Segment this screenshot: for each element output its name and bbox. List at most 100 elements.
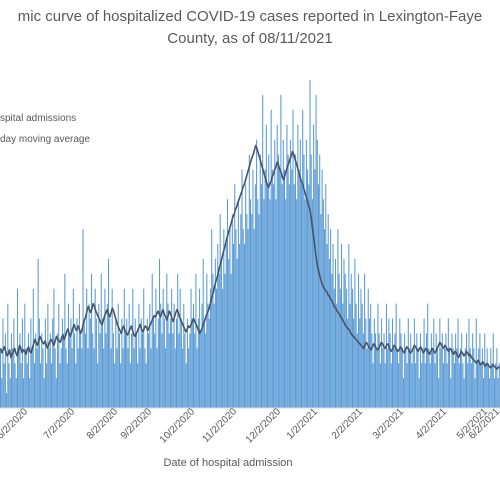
bar-348 (422, 348, 424, 408)
bar-2 (2, 318, 4, 408)
bar-286 (347, 318, 349, 408)
bar-71 (86, 288, 88, 408)
bar-298 (361, 303, 363, 408)
bar-122 (148, 333, 150, 408)
bar-233 (282, 139, 284, 408)
bar-22 (26, 363, 28, 408)
bar-13 (15, 378, 17, 408)
bar-264 (320, 214, 322, 408)
bar-70 (84, 333, 87, 408)
bar-285 (345, 288, 347, 408)
bar-390 (473, 348, 475, 408)
bar-3 (3, 363, 5, 408)
bar-89 (108, 258, 110, 408)
bar-116 (140, 318, 142, 408)
bar-245 (297, 124, 299, 408)
bar-378 (458, 363, 460, 408)
bar-160 (194, 333, 196, 408)
bar-367 (445, 333, 447, 408)
bar-112 (135, 333, 137, 408)
bar-143 (173, 303, 175, 408)
bar-86 (104, 288, 106, 408)
legend-entry-moving-average: day moving average (0, 134, 90, 145)
bar-258 (313, 124, 315, 408)
bar-262 (317, 184, 320, 408)
bar-199 (241, 169, 243, 408)
bar-203 (246, 214, 248, 408)
bar-204 (247, 229, 249, 408)
bar-74 (89, 318, 91, 408)
bar-14 (16, 288, 19, 408)
bar-393 (476, 363, 478, 408)
bar-94 (114, 363, 116, 408)
bar-395 (479, 333, 481, 408)
bar-49 (59, 363, 61, 408)
bar-78 (94, 288, 96, 408)
bar-196 (237, 199, 239, 408)
bar-188 (228, 258, 230, 408)
bar-251 (304, 199, 306, 408)
legend: spital admissions day moving average (0, 113, 90, 145)
bar-346 (419, 333, 421, 408)
x-tick-label-3: 9/2/2020 (119, 406, 155, 442)
bar-177 (214, 258, 216, 408)
bar-217 (263, 199, 265, 408)
x-tick-label-7: 1/2/2021 (285, 406, 321, 442)
bar-315 (382, 348, 384, 408)
bar-41 (49, 333, 51, 408)
bar-404 (490, 348, 492, 408)
bar-210 (254, 184, 256, 408)
bar-357 (433, 318, 435, 408)
bar-54 (65, 348, 67, 408)
bar-222 (269, 199, 271, 408)
bar-366 (444, 348, 446, 408)
bar-158 (191, 318, 193, 408)
bar-350 (424, 363, 426, 408)
bar-39 (47, 303, 49, 408)
bar-263 (319, 154, 321, 408)
bar-407 (493, 378, 495, 408)
bar-47 (57, 333, 59, 408)
bar-198 (240, 214, 242, 408)
bar-8 (9, 378, 11, 408)
bar-332 (402, 378, 404, 408)
bar-45 (54, 348, 56, 408)
bar-326 (395, 303, 397, 408)
x-tick-label-10: 4/2/2021 (414, 406, 450, 442)
bar-318 (385, 303, 387, 408)
bar-181 (219, 214, 221, 408)
bar-31 (37, 258, 39, 408)
bar-149 (180, 318, 182, 408)
bar-98 (118, 333, 120, 408)
bar-66 (80, 333, 82, 408)
bar-34 (41, 333, 43, 408)
bar-77 (93, 348, 95, 408)
bar-91 (110, 348, 112, 408)
bar-387 (469, 348, 471, 408)
bar-380 (461, 333, 463, 408)
bar-38 (46, 363, 48, 408)
bar-132 (160, 303, 162, 408)
bar-118 (143, 288, 145, 408)
bar-317 (384, 363, 386, 408)
bar-109 (132, 288, 134, 408)
bar-19 (23, 378, 25, 408)
bar-325 (394, 333, 396, 408)
bar-410 (497, 378, 499, 408)
bar-411 (498, 363, 500, 408)
bar-308 (373, 318, 375, 408)
bar-267 (324, 229, 326, 408)
bar-329 (399, 318, 401, 408)
bar-281 (341, 244, 343, 408)
bar-375 (455, 333, 457, 408)
bar-95 (115, 318, 117, 408)
bar-1 (1, 378, 3, 408)
bar-231 (280, 94, 282, 408)
bar-408 (495, 363, 497, 408)
x-tick-label-4: 10/2/2020 (158, 406, 198, 446)
bar-377 (457, 318, 459, 408)
bar-113 (137, 363, 139, 408)
bar-35 (42, 348, 44, 408)
bar-24 (29, 378, 31, 408)
